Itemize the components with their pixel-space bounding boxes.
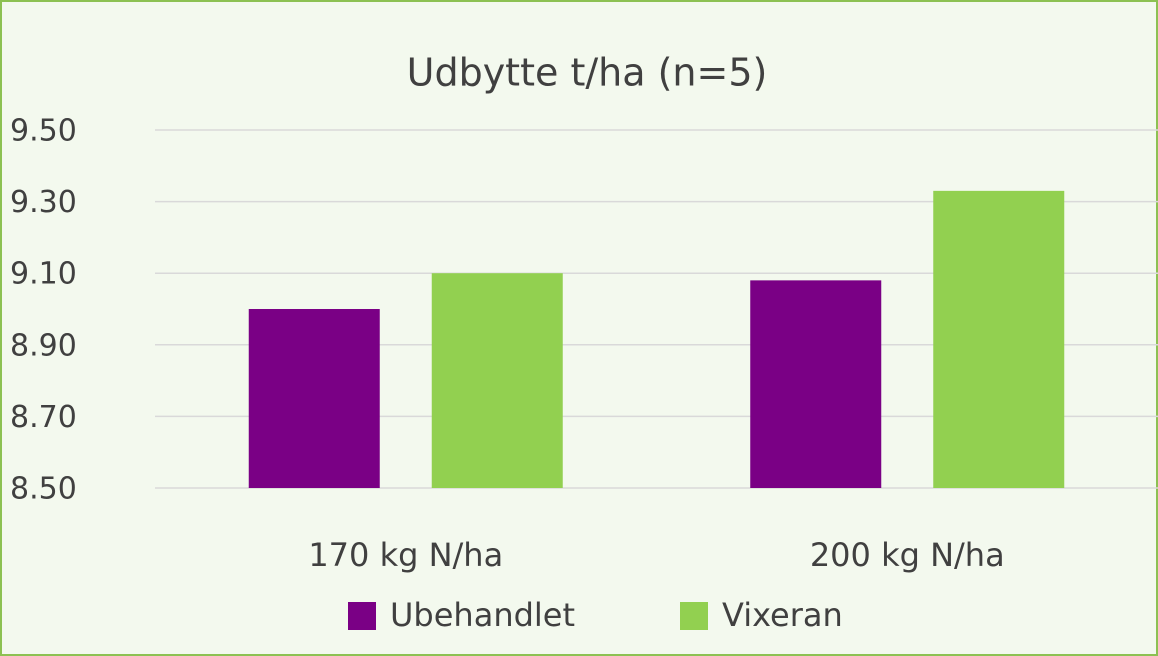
legend-swatch [680,602,708,630]
y-tick-label: 9.10 [10,257,77,292]
y-tick-label: 8.70 [10,400,77,435]
x-tick-label: 200 kg N/ha [810,536,1005,574]
bar [750,280,882,488]
legend-label: Ubehandlet [390,596,575,634]
y-tick-label: 8.90 [10,328,77,363]
bar [431,273,563,488]
x-tick-label: 170 kg N/ha [308,536,503,574]
legend-swatch [348,602,376,630]
y-tick-label: 9.30 [10,185,77,220]
y-tick-label: 9.50 [10,114,77,149]
legend-label: Vixeran [722,596,843,634]
chart-title: Udbytte t/ha (n=5) [407,51,768,95]
bar [933,190,1065,489]
bar [248,309,380,488]
y-tick-label: 8.50 [10,472,77,507]
